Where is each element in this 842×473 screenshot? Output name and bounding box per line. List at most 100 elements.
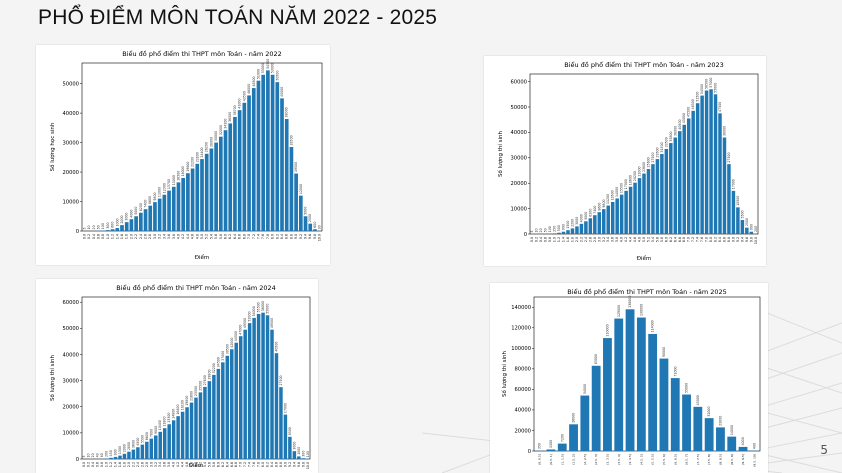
bar-value-label: 15500 [620, 183, 624, 193]
x-axis-label: Điểm [189, 462, 204, 469]
x-tick-label: 5.2 [198, 462, 202, 467]
x-tick-label: (2, 2.5] [583, 454, 587, 465]
bar [682, 124, 686, 234]
bar [308, 223, 313, 231]
x-tick-label: 3.0 [153, 234, 157, 239]
x-tick-label: 7.2 [243, 462, 247, 467]
x-tick-label: 9.2 [736, 237, 740, 242]
bar-value-label: 49500 [243, 318, 247, 328]
bar-value-label: 300 [106, 223, 110, 229]
bar [709, 89, 713, 234]
bar-value-label: 12300 [162, 183, 166, 193]
bar [223, 130, 228, 231]
bar [673, 137, 678, 234]
x-tick-label: 6.6 [230, 462, 234, 467]
x-tick-label: 1.8 [125, 234, 129, 239]
bar-value-label: 39500 [225, 344, 229, 354]
x-tick-label: 5.0 [642, 237, 646, 242]
x-tick-label: 6.4 [673, 237, 677, 242]
bar [289, 147, 294, 231]
x-tick-label: (5.5, 6] [662, 454, 666, 465]
bar-value-label: 38000 [722, 126, 726, 136]
x-tick-label: 5.2 [205, 234, 209, 239]
x-tick-label: 2.4 [139, 234, 143, 239]
bar-value-label: 32200 [212, 363, 216, 373]
x-tick-label: 0.6 [96, 234, 100, 239]
bar-value-label: 9800 [153, 192, 157, 200]
bar-value-label: 3000 [575, 217, 579, 225]
bar [110, 229, 115, 231]
x-tick-label: (4.5, 5] [639, 454, 643, 465]
bar-value-label: 200 [754, 226, 758, 232]
bar [704, 90, 709, 234]
bar [619, 194, 624, 234]
bar [584, 221, 588, 234]
y-tick-label: 0 [76, 229, 79, 235]
bar [292, 451, 297, 459]
x-tick-label: 2.6 [588, 237, 592, 242]
bar [145, 441, 149, 459]
y-tick-label: 30000 [510, 156, 527, 162]
x-tick-label: 7.0 [247, 234, 251, 239]
bar-value-label: 129000 [617, 305, 621, 317]
bar [557, 232, 561, 234]
bar-value-label: 18000 [181, 166, 185, 176]
bar-value-label: 29500 [655, 147, 659, 157]
x-tick-label: 4.2 [176, 462, 180, 467]
x-tick-label: 10.0 [318, 234, 322, 241]
x-tick-label: 3.2 [154, 462, 158, 467]
bar [716, 427, 725, 451]
x-tick-label: (7, 7.5] [696, 454, 700, 465]
x-tick-label: 3.6 [167, 234, 171, 239]
y-tick-label: 10000 [62, 431, 79, 437]
bar [270, 74, 275, 231]
bar [602, 209, 606, 234]
x-tick-label: 1.8 [122, 462, 126, 467]
x-tick-label: 6.6 [678, 237, 682, 242]
bar [740, 220, 745, 234]
bar-value-label: 21600 [190, 391, 194, 401]
y-tick-label: 40000 [62, 111, 79, 117]
x-tick-label: 3.2 [158, 234, 162, 239]
x-tick-label: 8.2 [275, 234, 279, 239]
bar [104, 458, 109, 459]
bar [727, 436, 737, 451]
bar-value-label: 54500 [700, 84, 704, 94]
bar [280, 98, 284, 231]
x-tick-label: 1.4 [115, 234, 119, 239]
bar-value-label: 34200 [224, 119, 228, 129]
bar-value-label: 46000 [247, 84, 251, 94]
bar-value-label: 30 [318, 225, 322, 229]
x-tick-label: 8.4 [718, 237, 722, 242]
bar-value-label: 41000 [238, 99, 242, 109]
bar [230, 349, 234, 459]
x-tick-label: 1.4 [114, 462, 118, 467]
x-tick-label: 7.0 [239, 462, 243, 467]
bar-value-label: 11800 [163, 417, 167, 427]
x-tick-label: 4.0 [176, 234, 180, 239]
y-tick-label: 40000 [514, 408, 531, 414]
y-tick-label: 50000 [510, 105, 527, 111]
bar-value-label: 90000 [662, 347, 666, 357]
bar-value-label: 16500 [176, 171, 180, 181]
x-tick-label: (0, 0.5] [538, 454, 542, 465]
bar-value-label: 5000 [304, 207, 308, 215]
x-tick-label: 6.2 [221, 462, 225, 467]
chart-panel-2025: Biểu đồ phổ điểm thi THPT môn Toán - năm… [490, 283, 768, 473]
bar-value-label: 3000 [125, 213, 129, 221]
bar-value-label: 25600 [646, 157, 650, 167]
x-tick-label: 1.0 [106, 234, 110, 239]
bar-value-label: 49500 [270, 318, 274, 328]
bar-value-label: 10 [87, 453, 91, 457]
x-tick-label: 4.6 [191, 234, 195, 239]
bar-value-label: 28000 [209, 137, 213, 147]
x-tick-label: 4.8 [190, 462, 194, 467]
x-tick-label: 9.8 [313, 234, 317, 239]
bar [181, 177, 186, 231]
bar-value-label: 44500 [234, 331, 238, 341]
bar [561, 231, 566, 234]
x-tick-label: (3.5, 4] [617, 454, 621, 465]
bar-value-label: 350 [538, 443, 542, 449]
bar-value-label: 2000 [122, 444, 126, 452]
x-tick-label: 1.4 [562, 237, 566, 242]
